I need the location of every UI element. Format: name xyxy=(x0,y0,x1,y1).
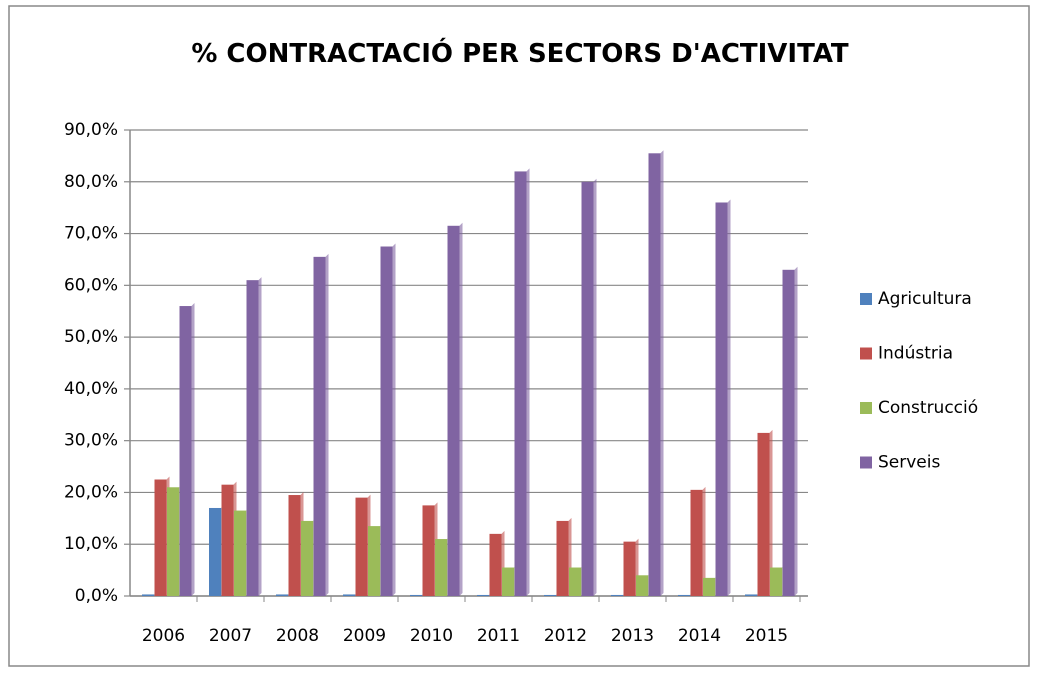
bar xyxy=(447,225,460,597)
bar-side xyxy=(702,486,706,596)
bar-side xyxy=(660,150,664,597)
bar-side xyxy=(191,303,195,596)
bar xyxy=(690,489,703,596)
bar xyxy=(611,594,623,596)
legend-label: Serveis xyxy=(878,453,940,473)
bar-side xyxy=(526,168,530,596)
bar xyxy=(276,594,288,596)
bar xyxy=(221,484,234,596)
bar xyxy=(544,594,556,596)
bar xyxy=(246,280,259,596)
x-tick-label: 2015 xyxy=(745,626,788,646)
x-tick-label: 2006 xyxy=(142,626,185,646)
y-tick-label: 0,0% xyxy=(75,586,118,606)
bar xyxy=(477,594,489,596)
y-tick-label: 20,0% xyxy=(64,482,118,502)
y-tick-label: 80,0% xyxy=(64,172,118,192)
bar xyxy=(179,306,192,596)
bar xyxy=(355,497,368,596)
bar xyxy=(343,594,355,596)
bar xyxy=(288,495,301,596)
bar xyxy=(142,594,154,596)
legend-label: Construcció xyxy=(878,398,978,418)
x-tick-label: 2007 xyxy=(209,626,252,646)
bar xyxy=(648,153,661,597)
bar-side xyxy=(258,277,262,596)
x-tick-label: 2014 xyxy=(678,626,721,646)
chart-title: % CONTRACTACIÓ PER SECTORS D'ACTIVITAT xyxy=(191,37,849,69)
legend-swatch xyxy=(860,456,872,469)
bar xyxy=(770,567,782,596)
legend-label: Agricultura xyxy=(878,289,972,309)
x-tick-label: 2008 xyxy=(276,626,319,646)
legend-swatch xyxy=(860,347,872,360)
y-tick-label: 60,0% xyxy=(64,275,118,295)
bar xyxy=(502,567,514,596)
bar xyxy=(569,567,581,596)
x-tick-label: 2010 xyxy=(410,626,453,646)
bar xyxy=(556,520,569,596)
bar xyxy=(678,594,690,596)
y-tick-label: 40,0% xyxy=(64,379,118,399)
legend-label: Indústria xyxy=(878,344,953,364)
bar xyxy=(715,202,728,596)
x-tick-label: 2012 xyxy=(544,626,587,646)
bar xyxy=(489,533,502,596)
bar-side xyxy=(593,178,597,596)
x-tick-label: 2011 xyxy=(477,626,520,646)
bar xyxy=(301,520,313,596)
bar xyxy=(410,594,422,596)
x-tick-label: 2013 xyxy=(611,626,654,646)
bar xyxy=(313,256,326,596)
y-tick-label: 90,0% xyxy=(64,120,118,140)
bar-side xyxy=(392,243,396,596)
bar-side xyxy=(727,199,731,596)
bar xyxy=(368,526,380,596)
y-tick-label: 70,0% xyxy=(64,224,118,244)
bar-side xyxy=(325,253,329,596)
bar-side xyxy=(794,266,798,596)
bar xyxy=(435,539,447,596)
bar xyxy=(636,575,648,596)
y-tick-label: 30,0% xyxy=(64,431,118,451)
bar xyxy=(782,269,795,596)
y-tick-label: 50,0% xyxy=(64,327,118,347)
bar-side xyxy=(769,429,773,596)
bar xyxy=(745,594,757,596)
legend-swatch xyxy=(860,293,872,305)
bar xyxy=(234,510,246,596)
bar xyxy=(380,246,393,596)
bar xyxy=(757,432,770,596)
bar xyxy=(581,181,594,596)
bar xyxy=(422,505,435,596)
bar xyxy=(154,479,167,596)
bar-side xyxy=(459,222,463,597)
bar xyxy=(167,487,179,596)
legend-swatch xyxy=(860,402,872,414)
bar xyxy=(514,171,527,596)
x-tick-label: 2009 xyxy=(343,626,386,646)
bar xyxy=(209,507,221,596)
y-tick-label: 10,0% xyxy=(64,534,118,554)
bar xyxy=(703,577,715,596)
bar xyxy=(623,541,636,596)
